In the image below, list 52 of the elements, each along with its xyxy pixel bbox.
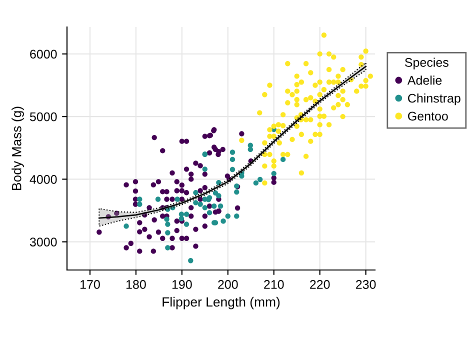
point [253,180,259,186]
y-axis-title: Body Mass (g) [12,106,24,190]
point [188,258,194,264]
point [225,214,230,219]
point [165,230,170,236]
point [234,189,240,195]
point [271,170,276,176]
point [230,166,236,172]
point [137,202,142,207]
point [165,222,170,227]
y-tick-label: 3000 [30,238,57,246]
point [193,200,198,206]
x-tick-label: 200 [218,280,238,289]
point [257,176,263,182]
point [184,222,190,227]
point [193,190,198,196]
point [280,156,286,162]
point [202,205,208,210]
x-tick-label: 210 [264,280,284,289]
x-axis-title: Flipper Length (mm) [162,296,280,310]
y-tick-label: 4000 [30,174,57,184]
y-tick-label: 6000 [30,50,57,59]
legend-label: Chinstrap [408,93,460,106]
point [218,204,224,209]
point [234,214,240,219]
legend-label: Adelie [407,76,442,85]
point [220,218,226,224]
point [212,204,217,209]
x-tick-label: 230 [356,280,376,289]
point [198,202,203,207]
point [230,156,236,162]
point [248,146,254,152]
point [202,166,208,172]
x-tick-label: 170 [80,280,100,289]
point [230,150,236,155]
point [174,196,180,202]
legend-title: Species [404,58,448,70]
point [137,196,142,202]
point [216,180,222,186]
point [164,216,170,222]
point [155,196,161,202]
x-tick-label: 190 [172,280,192,289]
legend-label: Gentoo [408,112,448,121]
point [212,190,218,196]
point [165,245,170,250]
point [206,210,212,216]
x-tick-label: 180 [126,280,146,289]
x-tick-label: 220 [310,280,330,289]
point [124,224,129,229]
y-tick-label: 5000 [30,112,57,122]
point [184,212,190,217]
point [178,216,184,222]
